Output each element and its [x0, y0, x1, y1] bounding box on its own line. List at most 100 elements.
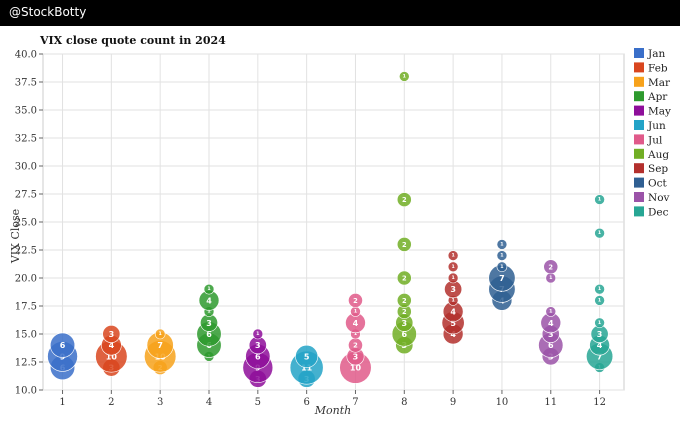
x-axis-title: Month — [314, 404, 351, 417]
bubble-point — [545, 306, 557, 317]
legend-swatch — [634, 206, 644, 217]
legend-swatch — [634, 76, 644, 87]
series-oct: 477111 — [488, 239, 516, 311]
bubble-count-label: 1 — [159, 331, 162, 337]
x-tick-label: 6 — [303, 397, 309, 408]
x-tick-label: 11 — [544, 397, 557, 408]
bubble-count-label: 3 — [353, 352, 359, 361]
bubble-count-label: 1 — [598, 320, 601, 326]
bubble-count-label: 3 — [450, 285, 456, 294]
y-tick-label: 35.0 — [15, 106, 37, 117]
y-tick-label: 17.5 — [15, 302, 37, 313]
bubble-count-label: 3 — [597, 330, 603, 339]
y-tick-label: 10.0 — [15, 386, 37, 397]
bubble-point — [543, 259, 559, 275]
legend-item-jul[interactable]: Jul — [634, 134, 663, 146]
bubble-count-label: 1 — [500, 253, 503, 259]
bubble-point — [496, 261, 508, 273]
legend: Jan Feb Mar Apr May Jun Jul Aug Sep Oct Nov Dec — [634, 48, 671, 218]
legend-item-apr[interactable]: Apr — [634, 91, 668, 103]
bubble-point — [594, 295, 605, 306]
bubble-count-label: 2 — [402, 297, 407, 305]
y-tick-label: 37.5 — [15, 78, 37, 89]
bubble-point — [398, 71, 410, 82]
bubble-count-label: 2 — [353, 342, 358, 350]
bubble-point — [447, 250, 459, 261]
legend-item-oct[interactable]: Oct — [634, 177, 667, 190]
bubble-count-label: 6 — [255, 352, 261, 361]
bubble-point — [396, 270, 412, 286]
legend-label: Jan — [647, 48, 665, 60]
y-tick-label: 12.5 — [15, 358, 37, 369]
bubble-count-label: 1 — [549, 275, 552, 281]
y-tick-label: 27.5 — [15, 190, 37, 201]
bubble-count-label: 1 — [500, 264, 503, 270]
legend-item-dec[interactable]: Dec — [634, 206, 669, 218]
bubble-count-label: 7 — [157, 341, 163, 350]
bubble-count-label: 4 — [353, 319, 359, 328]
bubble-count-label: 4 — [548, 319, 554, 328]
y-tick-label: 20.0 — [15, 274, 37, 285]
legend-item-sep[interactable]: Sep — [634, 163, 668, 175]
series-aug: 363222221 — [391, 71, 417, 355]
series-may: 39631 — [242, 328, 274, 388]
series-dec: 174311111 — [586, 194, 614, 373]
legend-item-jun[interactable]: Jun — [634, 120, 666, 132]
legend-label: May — [648, 106, 671, 118]
bubble-point — [594, 283, 605, 295]
bubble-point — [348, 293, 363, 308]
bubble-count-label: 3 — [548, 330, 554, 339]
bubble-count-label: 5 — [304, 352, 310, 361]
bubble-point — [102, 325, 121, 343]
legend-item-feb[interactable]: Feb — [634, 62, 668, 74]
bubble-point — [594, 194, 605, 205]
y-tick-label: 22.5 — [15, 246, 37, 257]
series-jan: 696 — [47, 332, 78, 381]
legend-label: Aug — [647, 149, 669, 161]
bubble-point — [154, 328, 166, 340]
bubble-point — [496, 250, 508, 261]
bubble-count-label: 6 — [60, 341, 66, 350]
bubble-point — [396, 237, 412, 252]
bubble-count-label: 1 — [207, 286, 210, 292]
x-tick-label: 7 — [352, 397, 358, 408]
x-tick-label: 9 — [450, 397, 456, 408]
legend-label: Apr — [647, 91, 668, 103]
legend-item-may[interactable]: May — [634, 105, 671, 118]
bubble-count-label: 11 — [301, 364, 313, 373]
x-tick-label: 12 — [593, 397, 606, 408]
legend-swatch — [634, 163, 644, 174]
bubble-count-label: 1 — [598, 286, 601, 292]
legend-item-nov[interactable]: Nov — [634, 192, 670, 204]
series-nov: 3634112 — [538, 259, 564, 366]
legend-label: Dec — [648, 206, 669, 218]
y-tick-label: 30.0 — [15, 162, 37, 173]
series-jun: 3115 — [289, 344, 324, 388]
legend-item-aug[interactable]: Aug — [634, 148, 669, 161]
bubble-count-label: 3 — [402, 319, 408, 328]
legend-label: Feb — [648, 62, 668, 74]
bubble-count-label: 10 — [350, 364, 362, 373]
bubble-point — [496, 239, 508, 250]
bubble-count-label: 2 — [402, 308, 407, 316]
bubble-point — [447, 261, 459, 273]
legend-label: Jun — [647, 120, 666, 132]
bubble-count-label: 1 — [451, 297, 454, 303]
ticks: 10.0 12.5 15.0 17.5 20.0 22.5 25.0 27.5 30.0 32.5… — [15, 50, 606, 409]
bubble-point — [396, 293, 412, 308]
bubble-count-label: 1 — [256, 331, 259, 337]
bubble-count-label: 2 — [548, 263, 553, 271]
legend-label: Sep — [648, 163, 668, 175]
bubble-count-label: 3 — [206, 319, 212, 328]
legend-swatch — [634, 105, 644, 116]
bubble-count-label: 2 — [402, 196, 407, 204]
bubble-count-label: 3 — [109, 330, 115, 339]
bubble-count-label: 6 — [206, 330, 212, 339]
legend-swatch — [634, 62, 644, 73]
y-tick-label: 25.0 — [15, 218, 37, 229]
legend-item-jan[interactable]: Jan — [634, 48, 665, 60]
bubble-count-label: 7 — [499, 274, 505, 283]
legend-label: Oct — [648, 178, 667, 190]
legend-item-mar[interactable]: Mar — [634, 76, 671, 89]
bubble-count-label: 4 — [450, 330, 456, 339]
